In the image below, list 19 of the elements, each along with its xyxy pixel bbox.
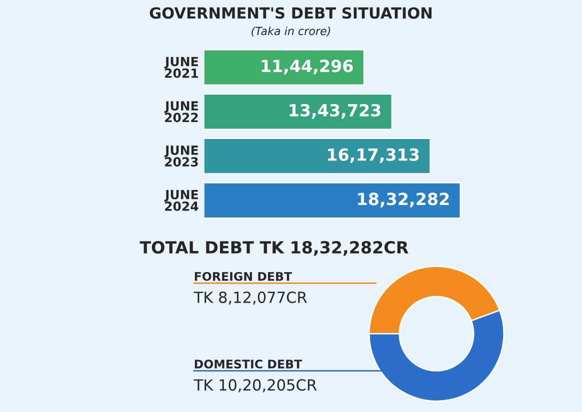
y-tick-label: JUNE 2024 [164, 190, 198, 211]
data-label: TK 8,12,077CR [194, 292, 307, 305]
y-tick-label: JUNE 2021 [164, 56, 198, 78]
y-tick-label: JUNE 2023 [164, 146, 198, 167]
bar [204, 48, 365, 86]
bar [204, 93, 393, 130]
slice-label: DOMESTIC DEBT [194, 360, 302, 369]
bar [204, 138, 432, 175]
data-label: 11,44,296 [262, 60, 353, 74]
data-label: 16,17,313 [328, 148, 419, 164]
data-label: TK 10,20,205CR [194, 379, 317, 392]
data-label: 13,43,723 [290, 104, 380, 119]
chart-subtitle: (Taka in crore) [252, 26, 330, 36]
slice-label: FOREIGN DEBT [194, 272, 292, 281]
chart-title: TOTAL DEBT TK 18,32,282CR [140, 241, 408, 256]
chart-title: GOVERNMENT'S DEBT SITUATION [150, 7, 432, 19]
data-label: 18,32,282 [358, 192, 449, 208]
bar [204, 182, 462, 219]
y-tick-label: JUNE 2022 [164, 101, 198, 122]
